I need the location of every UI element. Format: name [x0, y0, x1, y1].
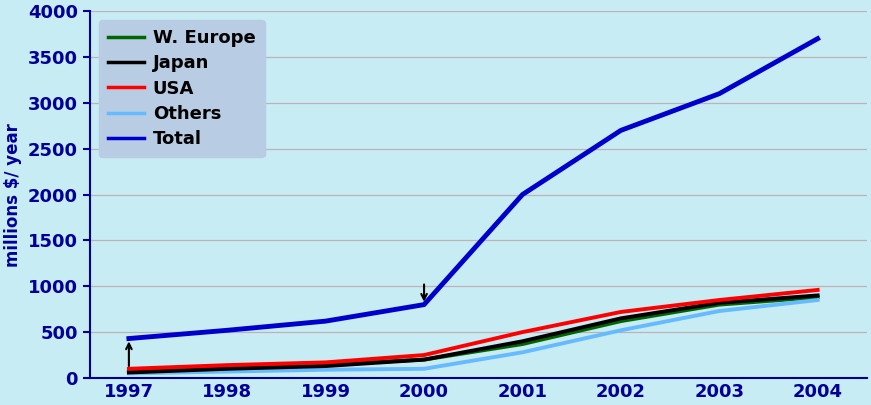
Y-axis label: millions $/ year: millions $/ year: [4, 123, 22, 266]
Legend: W. Europe, Japan, USA, Others, Total: W. Europe, Japan, USA, Others, Total: [98, 20, 265, 157]
